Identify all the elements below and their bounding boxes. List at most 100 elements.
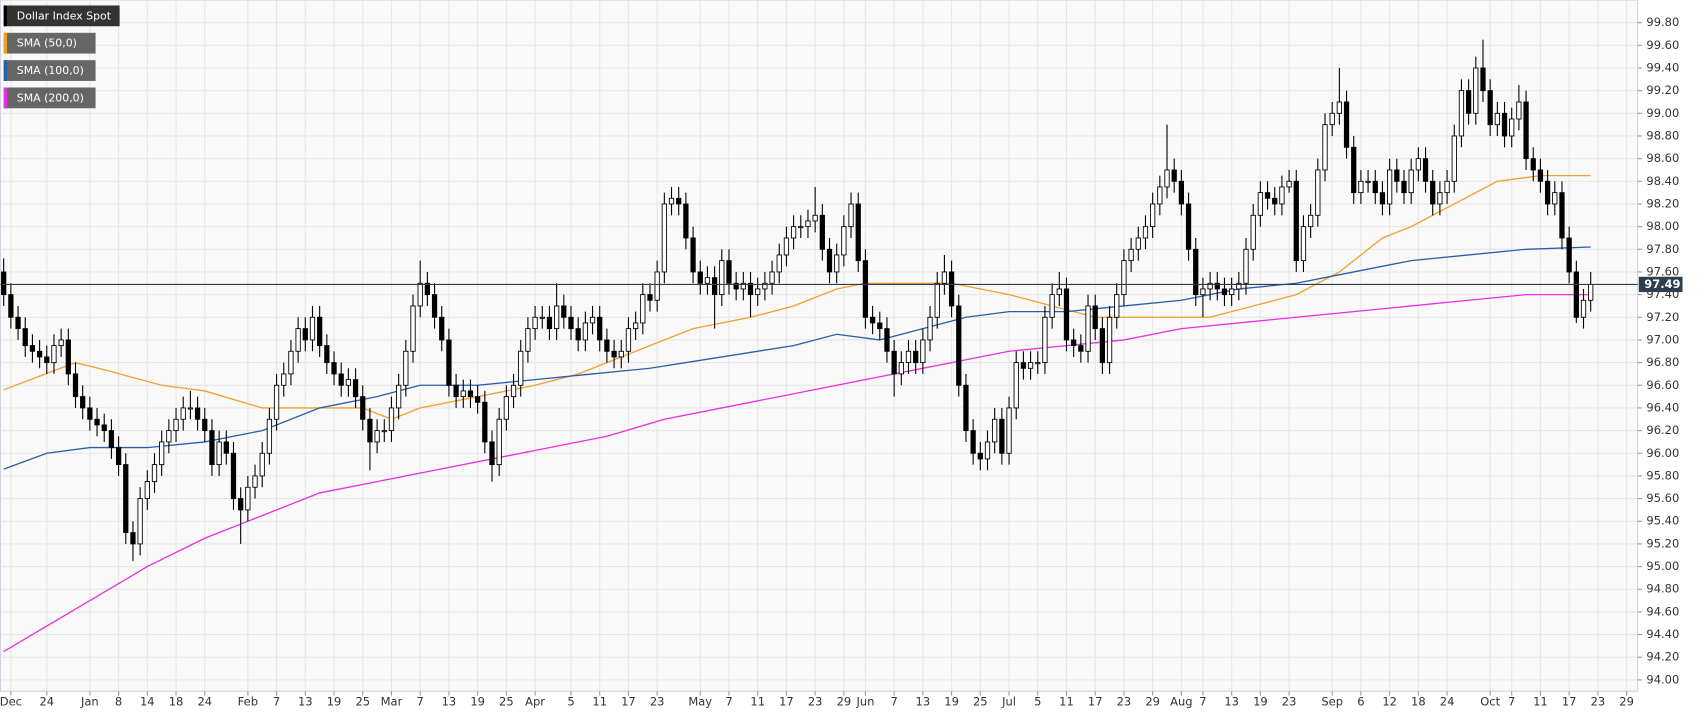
candle-body bbox=[309, 316, 316, 341]
candle-body bbox=[1387, 169, 1393, 205]
candle-body bbox=[65, 339, 71, 375]
x-tick-label: Jan bbox=[80, 695, 99, 709]
candle-body bbox=[1415, 158, 1421, 171]
candle-body bbox=[417, 282, 423, 307]
candle-body bbox=[941, 271, 948, 284]
x-tick-label: 7 bbox=[890, 695, 897, 709]
candle-body bbox=[108, 430, 115, 449]
candle-body bbox=[202, 418, 208, 432]
y-tick-label: 98.80 bbox=[1646, 128, 1679, 142]
candle-body bbox=[1042, 316, 1048, 364]
candle-body bbox=[518, 350, 524, 386]
legend-swatch bbox=[3, 60, 7, 81]
candle-body bbox=[1300, 226, 1307, 262]
x-tick-label: 29 bbox=[1619, 695, 1634, 709]
candle-body bbox=[1308, 214, 1314, 228]
candle-body bbox=[496, 418, 502, 466]
last-price-label: 97.49 bbox=[1644, 277, 1680, 291]
candle-body bbox=[216, 441, 222, 466]
candle-body bbox=[898, 362, 904, 375]
x-tick-label: 17 bbox=[621, 695, 636, 709]
candle-body bbox=[137, 498, 143, 545]
candle-body bbox=[324, 345, 330, 364]
candle-body bbox=[388, 407, 395, 432]
x-tick-label: 7 bbox=[417, 695, 424, 709]
candle-body bbox=[374, 430, 380, 443]
candle-body bbox=[1537, 169, 1544, 182]
candle-body bbox=[1013, 362, 1019, 409]
x-tick-label: 29 bbox=[1145, 695, 1160, 709]
last-price-box bbox=[1638, 276, 1683, 293]
candle-body bbox=[1315, 169, 1321, 216]
y-tick-label: 94.00 bbox=[1646, 672, 1679, 686]
candle-body bbox=[159, 441, 165, 466]
x-tick-label: Feb bbox=[238, 695, 258, 709]
candle-body bbox=[223, 441, 229, 454]
candle-body bbox=[1250, 214, 1256, 250]
candle-body bbox=[1580, 299, 1587, 318]
candle-body bbox=[15, 316, 21, 330]
x-tick-label: 7 bbox=[1199, 695, 1206, 709]
x-tick-label: 14 bbox=[140, 695, 155, 709]
candle-body bbox=[826, 248, 833, 273]
candle-body bbox=[446, 339, 452, 386]
candle-body bbox=[841, 226, 847, 256]
sma-line bbox=[3, 174, 1591, 420]
candle-body bbox=[1559, 192, 1565, 239]
candle-body bbox=[913, 350, 919, 364]
candle-body bbox=[812, 214, 818, 222]
x-tick-label: 25 bbox=[973, 695, 988, 709]
x-tick-label: Sep bbox=[1321, 695, 1343, 709]
candle-body bbox=[1092, 305, 1098, 330]
y-tick-label: 99.60 bbox=[1646, 38, 1679, 52]
candle-body bbox=[891, 350, 897, 375]
candle-body bbox=[1056, 288, 1062, 296]
candle-body bbox=[676, 197, 682, 205]
plot-area bbox=[0, 0, 1639, 692]
candle-body bbox=[273, 384, 280, 420]
candle-body bbox=[582, 322, 588, 341]
y-tick-label: 96.80 bbox=[1646, 355, 1679, 369]
candle-body bbox=[1566, 237, 1572, 273]
candle-body bbox=[1494, 112, 1500, 126]
candle-body bbox=[331, 362, 337, 375]
candle-body bbox=[209, 430, 215, 466]
x-tick-label: 6 bbox=[1357, 695, 1364, 709]
legend-label: SMA (200,0) bbox=[17, 91, 84, 104]
x-tick-label: 23 bbox=[650, 695, 665, 709]
candle-body bbox=[719, 260, 725, 296]
candle-body bbox=[44, 356, 50, 364]
x-tick-label: 18 bbox=[169, 695, 184, 709]
candle-body bbox=[625, 328, 632, 352]
candle-body bbox=[948, 271, 955, 307]
candle-body bbox=[1264, 192, 1271, 199]
x-tick-label: 25 bbox=[355, 695, 370, 709]
y-tick-label: 97.80 bbox=[1646, 242, 1679, 256]
candle-body bbox=[317, 316, 323, 347]
candle-body bbox=[1451, 135, 1457, 182]
y-tick-label: 94.40 bbox=[1646, 627, 1679, 641]
candle-body bbox=[1, 271, 7, 296]
candle-body bbox=[525, 328, 531, 352]
candle-body bbox=[1193, 248, 1199, 296]
candle-body bbox=[453, 384, 459, 398]
candle-body bbox=[396, 384, 402, 409]
x-tick-label: Apr bbox=[525, 695, 545, 709]
candle-body bbox=[431, 294, 438, 318]
candle-body bbox=[1351, 146, 1357, 194]
candle-body bbox=[187, 407, 194, 410]
y-tick-label: 99.00 bbox=[1646, 106, 1679, 120]
x-tick-label: 23 bbox=[1591, 695, 1606, 709]
candle-body bbox=[539, 316, 545, 319]
y-tick-label: 95.00 bbox=[1646, 559, 1679, 573]
candle-body bbox=[1142, 226, 1149, 239]
x-tick-label: 19 bbox=[1253, 695, 1268, 709]
candle-body bbox=[1279, 186, 1285, 205]
candle-body bbox=[482, 401, 488, 443]
candle-body bbox=[1185, 203, 1192, 250]
candle-body bbox=[80, 396, 86, 409]
candle-body bbox=[1465, 90, 1472, 114]
y-tick-label: 99.80 bbox=[1646, 15, 1679, 29]
x-tick-label: 11 bbox=[1533, 695, 1548, 709]
candle-body bbox=[1401, 180, 1407, 194]
